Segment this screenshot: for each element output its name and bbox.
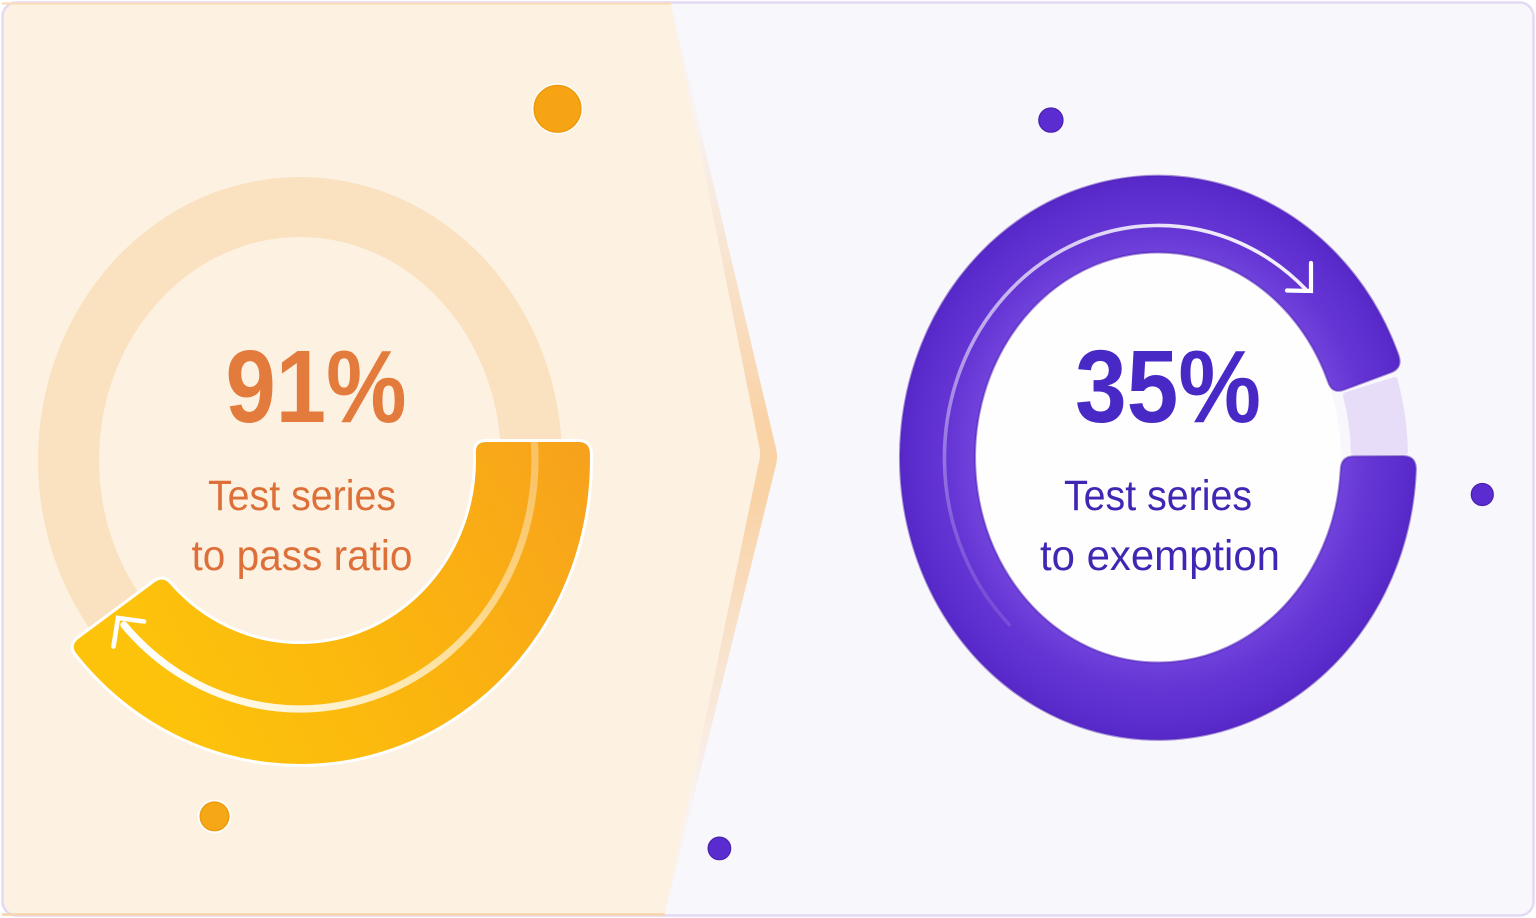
svg-text:Test series: Test series: [1064, 472, 1252, 520]
svg-text:91%: 91%: [226, 329, 407, 444]
svg-text:to exemption: to exemption: [1040, 532, 1280, 580]
svg-text:Test series: Test series: [208, 472, 396, 520]
svg-text:to pass ratio: to pass ratio: [192, 532, 413, 580]
svg-text:35%: 35%: [1075, 329, 1261, 444]
